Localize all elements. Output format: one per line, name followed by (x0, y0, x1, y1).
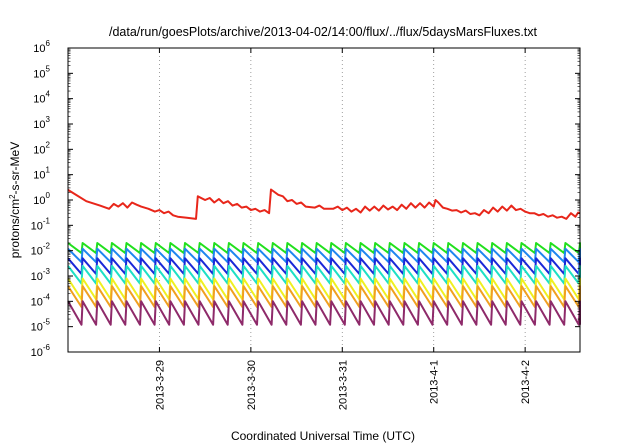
y-tick-base: 10 (33, 144, 45, 156)
y-tick-exponent: 6 (46, 39, 51, 48)
y-tick-label: 10-4 (31, 292, 51, 308)
x-tick-label: 2013-3-30 (246, 360, 258, 410)
y-tick-base: 10 (31, 347, 43, 359)
y-tick-base: 10 (33, 43, 45, 55)
y-tick-exponent: -2 (43, 242, 51, 251)
y-tick-base: 10 (33, 195, 45, 207)
y-tick-label: 10-3 (31, 267, 51, 283)
y-tick-exponent: 1 (46, 166, 51, 175)
y-tick-base: 10 (31, 246, 43, 258)
y-tick-base: 10 (31, 322, 43, 334)
x-tick-label: 2013-4-1 (429, 360, 441, 404)
y-tick-base: 10 (33, 119, 45, 131)
y-tick-base: 10 (31, 296, 43, 308)
y-tick-base: 10 (31, 271, 43, 283)
y-tick-exponent: 3 (46, 115, 51, 124)
y-tick-label: 10-1 (31, 216, 51, 232)
y-tick-label: 10-6 (31, 343, 51, 359)
y-tick-label: 10-2 (31, 242, 51, 258)
y-tick-exponent: -6 (43, 343, 51, 352)
y-tick-label: 10-5 (31, 318, 51, 334)
y-tick-label: 102 (33, 140, 50, 156)
chart-title: /data/run/goesPlots/archive/2013-04-02/1… (109, 25, 538, 39)
series-line-1 (67, 188, 581, 220)
y-axis-label-pre: protons/cm (8, 199, 22, 258)
grid (159, 48, 526, 352)
x-axis: 2013-3-29 2013-3-30 2013-3-31 2013-4-1 2013-… (154, 48, 532, 410)
x-tick-label: 2013-3-29 (154, 360, 166, 410)
series-layer (67, 188, 581, 326)
y-tick-exponent: -4 (43, 292, 51, 301)
series-line-5 (67, 264, 581, 285)
y-tick-exponent: -1 (43, 216, 51, 225)
y-tick-label: 100 (33, 191, 50, 207)
y-tick-exponent: 2 (46, 140, 51, 149)
y-tick-base: 10 (33, 94, 45, 106)
y-tick-exponent: -3 (43, 267, 51, 276)
series-line-8 (67, 300, 581, 326)
y-tick-label: 104 (33, 90, 50, 106)
y-tick-base: 10 (33, 68, 45, 80)
y-tick-base: 10 (31, 220, 43, 232)
x-tick-label: 2013-4-2 (520, 360, 532, 404)
x-axis-label: Coordinated Universal Time (UTC) (231, 429, 415, 443)
y-axis-label-sup: 2 (8, 194, 17, 199)
y-tick-base: 10 (33, 170, 45, 182)
y-axis-label: protons/cm2-s-sr-MeV (8, 142, 23, 258)
y-tick-exponent: 0 (46, 191, 51, 200)
y-tick-label: 105 (33, 64, 50, 80)
y-tick-label: 106 (33, 39, 50, 55)
x-tick-label: 2013-3-31 (337, 360, 349, 410)
y-tick-exponent: 4 (46, 90, 51, 99)
y-tick-exponent: -5 (43, 318, 51, 327)
y-tick-label: 103 (33, 115, 50, 131)
y-axis: 10-610-510-410-310-210-11001011021031041… (31, 39, 580, 359)
y-tick-exponent: 5 (46, 64, 51, 73)
y-axis-label-post: -s-sr-MeV (8, 142, 22, 195)
y-tick-label: 101 (33, 166, 50, 182)
